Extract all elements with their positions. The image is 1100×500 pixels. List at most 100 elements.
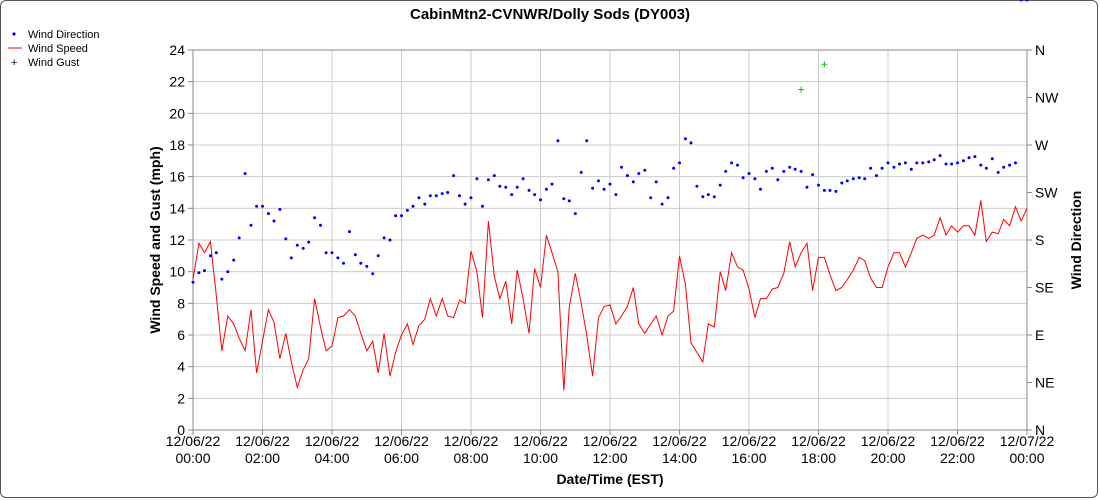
legend-marker-wind-gust: + [11,57,17,69]
wind-direction-point [359,261,363,265]
wind-direction-point [533,193,537,197]
wind-direction-point [434,194,438,198]
wind-direction-point [782,169,786,173]
wind-direction-point [255,204,259,208]
x-tick-date: 12/06/22 [444,433,499,449]
wind-direction-point [452,174,456,178]
wind-direction-point [527,188,531,192]
x-tick-time: 10:00 [523,450,558,466]
y-tick-label: 0 [177,422,185,438]
wind-direction-point [556,139,560,143]
wind-direction-point [579,170,583,174]
wind-direction-point [747,172,751,175]
wind-direction-point [1014,161,1017,165]
wind-direction-point [689,141,693,145]
x-tick-date: 12/06/22 [930,433,985,449]
y-tick-label: 16 [169,169,185,185]
wind-direction-point [903,161,907,165]
y-axis-left-title: Wind Speed and Gust (mph) [147,146,163,333]
wind-direction-point [915,161,919,165]
grid [192,49,1028,431]
wind-direction-point [330,251,334,255]
wind-direction-point [319,223,322,227]
wind-direction-point [950,162,954,166]
wind-direction-point [1019,0,1023,2]
x-axis: 12/06/22 00:00 12/06/22 02:00 12/06/22 04:00 1… [166,430,1054,466]
wind-direction-point [764,169,768,173]
legend-marker-wind-direction [12,32,16,36]
wind-direction-point [405,208,409,212]
wind-direction-point [544,187,548,191]
y-tick-label: 18 [169,137,185,153]
x-tick-time: 02:00 [245,450,280,466]
legend-label-wind-speed: Wind Speed [28,43,88,55]
wind-direction-point [539,198,542,202]
x-tick-date: 12/06/22 [513,433,568,449]
wind-direction-point [208,254,212,258]
wind-direction-point [875,174,878,178]
wind-direction-point [417,196,421,200]
wind-direction-point [226,270,230,274]
wind-direction-point [886,161,890,165]
wind-direction-point [313,216,317,220]
y-tick-label: 10 [169,264,185,280]
wind-direction-point [324,251,328,255]
wind-direction-point [1002,165,1006,169]
wind-direction-point [353,253,357,257]
wind-speed-line [192,200,1028,391]
wind-direction-point [266,212,270,216]
wind-direction-point [295,243,299,247]
x-tick-time: 06:00 [384,450,419,466]
wind-direction-point [753,177,757,181]
wind-direction-point [672,166,676,170]
wind-direction-point [197,271,201,275]
wind-direction-point [730,161,734,165]
x-tick-time: 20:00 [870,450,905,466]
y2-tick-label: W [1035,137,1049,153]
x-tick-time: 00:00 [175,450,210,466]
wind-direction-point [805,185,809,189]
wind-gust-point [821,61,828,68]
wind-direction-point [220,277,224,281]
x-tick-time: 04:00 [314,450,349,466]
wind-direction-point [822,188,826,192]
x-tick-time: 00:00 [1009,450,1044,466]
wind-direction-point [272,219,276,223]
wind-direction-point [649,196,653,200]
wind-direction-point [191,280,195,284]
wind-direction-point [567,199,571,203]
wind-direction-point [793,167,797,171]
wind-direction-point [388,238,392,242]
y-tick-label: 12 [169,232,185,248]
wind-direction-point [701,195,705,199]
wind-direction-point [996,170,1000,174]
y-tick-label: 8 [177,295,185,311]
wind-direction-point [706,193,710,197]
wind-direction-point [382,236,386,240]
wind-direction-point [956,161,959,165]
wind-direction-point [654,180,658,184]
wind-direction-point [249,223,253,227]
wind-direction-point [840,181,844,185]
wind-direction-point [892,165,896,169]
wind-direction-point [602,187,606,191]
y-tick-label: 6 [177,327,185,343]
wind-direction-point [770,166,774,170]
wind-direction-point [515,185,519,189]
wind-direction-point [342,261,345,265]
x-tick-time: 12:00 [592,450,627,466]
wind-direction-point [597,179,600,183]
wind-direction-point [307,240,311,244]
y-axis-right-title: Wind Direction [1068,191,1084,290]
wind-direction-series [191,0,1029,284]
wind-direction-point [232,258,236,262]
wind-direction-point [1025,0,1029,2]
wind-gust-series [798,61,828,93]
wind-direction-point [440,192,444,196]
wind-direction-point [486,178,490,182]
legend-label-wind-direction: Wind Direction [28,29,100,41]
wind-direction-point [510,193,514,197]
wind-direction-point [683,137,687,141]
